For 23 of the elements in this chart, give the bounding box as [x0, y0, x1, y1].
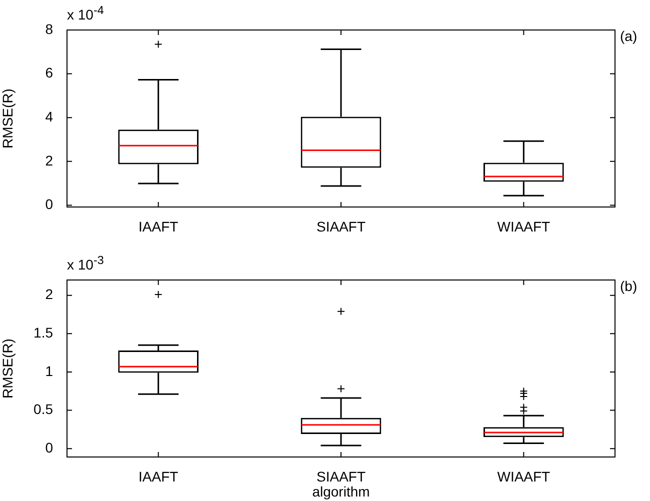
y-tick-label: 0	[45, 439, 54, 456]
x-axis-title: algorithm	[312, 483, 370, 500]
y-tick-label: 4	[45, 108, 54, 124]
x-tick-label: SIAAFT	[316, 218, 366, 234]
y-tick-label: 6	[45, 64, 54, 81]
y-axis-title: RMSE(R)	[0, 338, 16, 398]
x-tick-label: WIAAFT	[497, 218, 551, 234]
y-tick-label: 0.5	[34, 401, 54, 418]
x-tick-label: SIAAFT	[316, 468, 366, 484]
text: x 10$^{-4}$	[67, 4, 104, 23]
y-tick-label: 2	[45, 286, 54, 302]
y-tick-label: 8	[45, 20, 54, 37]
y-tick-label: 2	[45, 152, 54, 168]
y-axis-title: RMSE(R)	[0, 88, 16, 148]
text: x 10$^{-3}$	[67, 254, 104, 273]
x-tick-label: WIAAFT	[497, 468, 551, 484]
y-tick-label: 1.5	[34, 324, 54, 340]
x-tick-label: IAAFT	[138, 218, 179, 234]
y-tick-label: 0	[45, 196, 54, 212]
y-tick-label: 1	[45, 362, 54, 379]
text: (a)	[620, 28, 638, 44]
text: (b)	[620, 278, 638, 294]
x-tick-label: IAAFT	[138, 468, 179, 484]
